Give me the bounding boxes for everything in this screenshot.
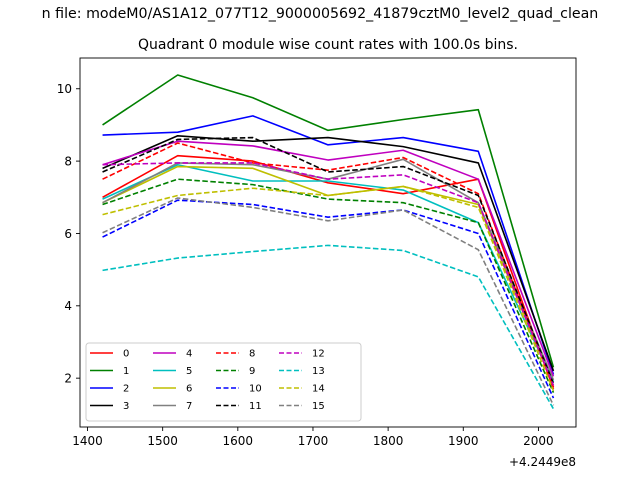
axes: 1400 1500 1600 1700 1800 1900 2000 +4.2449e8 2 4 6… bbox=[57, 57, 577, 469]
x-offset-text: +4.2449e8 bbox=[509, 455, 576, 469]
legend-label-3: 3 bbox=[123, 401, 129, 412]
legend-label-14: 14 bbox=[312, 384, 325, 395]
series-line-8 bbox=[102, 142, 555, 388]
series-line-12 bbox=[102, 162, 555, 386]
series-line-14 bbox=[102, 185, 555, 392]
legend-box bbox=[85, 342, 362, 422]
x-tick-label-1800: 1800 bbox=[373, 434, 404, 448]
legend-label-10: 10 bbox=[249, 384, 262, 395]
legend-label-13: 13 bbox=[312, 366, 325, 377]
series-line-11 bbox=[102, 136, 555, 384]
chart-title: Quadrant 0 module wise count rates with … bbox=[138, 37, 518, 53]
series-line-4 bbox=[102, 140, 555, 377]
y-tick-label-2: 2 bbox=[64, 371, 72, 385]
series-line-10 bbox=[102, 199, 555, 399]
legend-label-15: 15 bbox=[312, 401, 325, 412]
series-line-15 bbox=[102, 197, 555, 406]
x-tick-label-2000: 2000 bbox=[523, 434, 554, 448]
y-tick-label-6: 6 bbox=[64, 227, 72, 241]
x-tick-label-1500: 1500 bbox=[147, 434, 178, 448]
series-group bbox=[102, 74, 555, 410]
y-tick-label-8: 8 bbox=[64, 154, 72, 168]
axes-frame bbox=[79, 57, 577, 428]
legend-label-7: 7 bbox=[186, 401, 192, 412]
figure-suptitle: n file: modeM0/AS1A12_077T12_9000005692_… bbox=[42, 6, 599, 22]
series-line-13 bbox=[102, 244, 555, 410]
legend-label-1: 1 bbox=[123, 366, 129, 377]
legend-label-6: 6 bbox=[186, 384, 192, 395]
legend-label-2: 2 bbox=[123, 384, 129, 395]
plot-area bbox=[102, 74, 555, 410]
legend-label-9: 9 bbox=[249, 366, 255, 377]
x-tick-label-1400: 1400 bbox=[72, 434, 103, 448]
y-tick-label-10: 10 bbox=[57, 82, 72, 96]
x-tick-label-1900: 1900 bbox=[448, 434, 479, 448]
x-tick-label-1700: 1700 bbox=[298, 434, 329, 448]
legend-label-12: 12 bbox=[312, 349, 325, 360]
series-line-9 bbox=[102, 178, 555, 393]
legend-label-11: 11 bbox=[249, 401, 262, 412]
legend-label-0: 0 bbox=[123, 349, 129, 360]
y-tick-label-4: 4 bbox=[64, 299, 72, 313]
legend-label-8: 8 bbox=[249, 349, 255, 360]
series-line-3 bbox=[102, 134, 555, 372]
series-line-2 bbox=[102, 115, 555, 375]
series-line-1 bbox=[102, 74, 555, 368]
legend-label-5: 5 bbox=[186, 366, 192, 377]
legend-label-4: 4 bbox=[186, 349, 192, 360]
x-tick-label-1600: 1600 bbox=[223, 434, 254, 448]
